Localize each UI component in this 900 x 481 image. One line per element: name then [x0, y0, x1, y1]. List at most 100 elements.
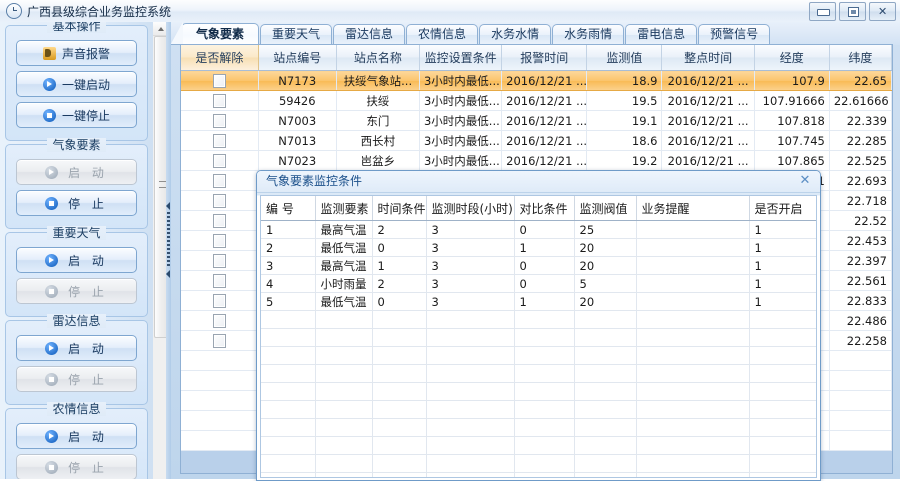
table-row[interactable]: N7003 东门 3小时内最低... 2016/12/21 ... 19.1 2016/1…	[181, 110, 892, 131]
column-header[interactable]: 报警时间	[501, 45, 588, 71]
row-checkbox-cell[interactable]	[181, 230, 259, 251]
condition-cell-empty	[315, 472, 373, 477]
cell-lat: 22.453	[829, 230, 892, 251]
condition-cell-period: 3	[426, 238, 515, 257]
checkbox-icon[interactable]	[212, 293, 226, 308]
tab-1[interactable]: 重要天气	[260, 24, 333, 45]
row-checkbox-cell[interactable]	[181, 330, 259, 351]
checkbox-icon[interactable]	[212, 93, 226, 108]
row-checkbox-cell[interactable]	[181, 190, 259, 211]
cell-code: N7003	[258, 110, 337, 131]
tab-4[interactable]: 水务水情	[479, 24, 552, 45]
panel-splitter[interactable]	[166, 22, 171, 479]
checkbox-icon[interactable]	[212, 193, 226, 208]
sidebar-button[interactable]: 启 动	[16, 335, 137, 361]
condition-row[interactable]: 4 小时雨量 2 3 0 5 1	[261, 274, 816, 293]
row-checkbox-cell[interactable]	[181, 130, 259, 151]
row-checkbox-cell[interactable]	[181, 210, 259, 231]
condition-cell-empty	[574, 418, 637, 437]
row-checkbox-cell[interactable]	[181, 150, 259, 171]
checkbox-icon[interactable]	[212, 113, 226, 128]
condition-row-empty	[261, 418, 816, 437]
play-icon	[45, 341, 59, 355]
row-checkbox-cell[interactable]	[181, 270, 259, 291]
tab-5[interactable]: 水务雨情	[552, 24, 625, 45]
condition-cell-empty	[426, 382, 515, 401]
column-header[interactable]: 整点时间	[661, 45, 755, 71]
condition-cell-element: 最高气温	[315, 256, 373, 275]
condition-column-header[interactable]: 是否开启	[749, 196, 816, 221]
row-checkbox-cell[interactable]	[181, 310, 259, 331]
condition-cell-time_cond: 1	[372, 256, 427, 275]
condition-row[interactable]: 3 最高气温 1 3 0 20 1	[261, 256, 816, 275]
checkbox-icon[interactable]	[212, 213, 226, 228]
condition-column-header[interactable]: 监测阀值	[574, 196, 637, 221]
column-header[interactable]: 监控设置条件	[419, 45, 503, 71]
condition-row[interactable]: 2 最低气温 0 3 1 20 1	[261, 238, 816, 257]
condition-column-header[interactable]: 对比条件	[514, 196, 575, 221]
scroll-up-arrow-icon[interactable]	[153, 22, 170, 36]
tab-6[interactable]: 雷电信息	[625, 24, 698, 45]
condition-cell-empty	[749, 454, 816, 473]
column-header[interactable]: 纬度	[829, 45, 892, 71]
condition-column-header[interactable]: 编 号	[261, 196, 316, 221]
cell-cond: 3小时内最低...	[419, 150, 503, 171]
row-checkbox-cell[interactable]	[181, 70, 259, 91]
column-header[interactable]: 站点名称	[336, 45, 420, 71]
condition-row[interactable]: 1 最高气温 2 3 0 25 1	[261, 220, 816, 239]
sidebar-button[interactable]: 一键启动	[16, 71, 137, 97]
cell-name: 东门	[336, 110, 420, 131]
sidebar-button[interactable]: 停 止	[16, 190, 137, 216]
tab-2[interactable]: 雷达信息	[333, 24, 406, 45]
condition-cell-empty	[261, 364, 316, 383]
sidebar-button[interactable]: 启 动	[16, 247, 137, 273]
sidebar-button[interactable]: 启 动	[16, 423, 137, 449]
row-checkbox-cell[interactable]	[181, 110, 259, 131]
condition-cell-empty	[636, 418, 750, 437]
table-row[interactable]: N7013 西长村 3小时内最低... 2016/12/21 ... 18.6 2016/…	[181, 130, 892, 151]
table-row[interactable]: N7173 扶绥气象站... 3小时内最低... 2016/12/21 ... 18.9…	[181, 70, 892, 91]
tab-3[interactable]: 农情信息	[406, 24, 479, 45]
dialog-close-icon[interactable]: ✕	[799, 173, 811, 188]
checkbox-icon[interactable]	[212, 253, 226, 268]
condition-column-header[interactable]: 监测要素	[315, 196, 373, 221]
checkbox-icon[interactable]	[212, 313, 226, 328]
column-header[interactable]: 站点编号	[258, 45, 337, 71]
close-button[interactable]: ✕	[869, 2, 896, 21]
minimize-button[interactable]	[809, 2, 836, 21]
maximize-button[interactable]	[839, 2, 866, 21]
sidebar-button-label: 声音报警	[61, 46, 110, 61]
sidebar-button: 停 止	[16, 454, 137, 479]
cell-lat: 22.561	[829, 270, 892, 291]
condition-cell-empty	[426, 310, 515, 329]
column-header[interactable]: 监测值	[586, 45, 663, 71]
table-row[interactable]: 59426 扶绥 3小时内最低... 2016/12/21 ... 19.5 2016/1…	[181, 90, 892, 111]
row-checkbox-cell[interactable]	[181, 90, 259, 111]
checkbox-icon[interactable]	[212, 73, 226, 88]
condition-row[interactable]: 5 最低气温 0 3 1 20 1	[261, 292, 816, 311]
column-header[interactable]: 经度	[754, 45, 830, 71]
condition-row-empty	[261, 310, 816, 329]
condition-column-header[interactable]: 监测时段(小时)	[426, 196, 515, 221]
row-checkbox-cell[interactable]	[181, 250, 259, 271]
sidebar-button[interactable]: 声音报警	[16, 40, 137, 66]
checkbox-icon[interactable]	[212, 333, 226, 348]
table-row[interactable]: N7023 岜盆乡 3小时内最低... 2016/12/21 ... 19.2 2016/…	[181, 150, 892, 171]
condition-cell-id: 5	[261, 292, 316, 311]
checkbox-icon[interactable]	[212, 273, 226, 288]
checkbox-icon[interactable]	[212, 153, 226, 168]
cell-cond: 3小时内最低...	[419, 90, 503, 111]
tab-7[interactable]: 预警信号	[698, 24, 771, 45]
condition-column-header[interactable]: 业务提醒	[636, 196, 750, 221]
condition-cell-empty	[315, 346, 373, 365]
checkbox-icon[interactable]	[212, 133, 226, 148]
condition-cell-empty	[514, 418, 575, 437]
tab-0[interactable]: 气象要素	[181, 23, 260, 45]
condition-column-header[interactable]: 时间条件	[372, 196, 427, 221]
checkbox-icon[interactable]	[212, 173, 226, 188]
column-header[interactable]: 是否解除	[181, 45, 259, 71]
checkbox-icon[interactable]	[212, 233, 226, 248]
row-checkbox-cell[interactable]	[181, 170, 259, 191]
sidebar-button[interactable]: 一键停止	[16, 102, 137, 128]
row-checkbox-cell[interactable]	[181, 290, 259, 311]
